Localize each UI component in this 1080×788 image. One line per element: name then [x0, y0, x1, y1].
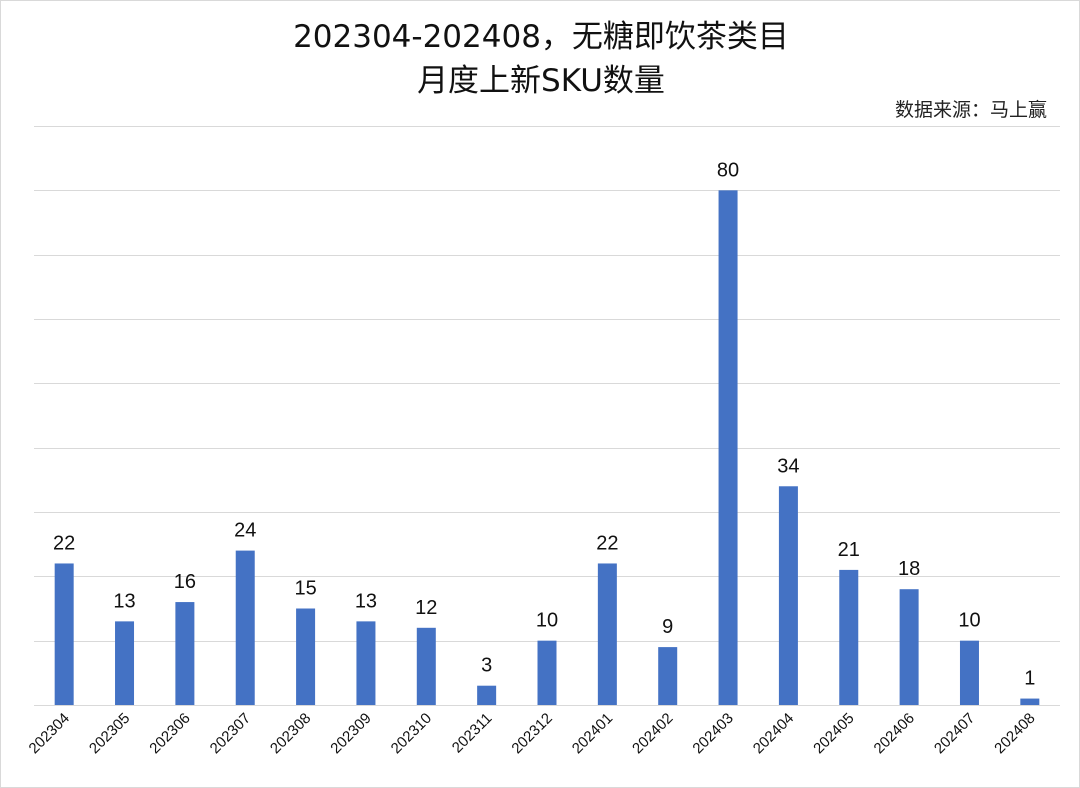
- data-label: 22: [596, 532, 618, 554]
- chart-title-line2: 月度上新SKU数量: [417, 63, 665, 99]
- bar: [597, 563, 617, 705]
- bar: [658, 647, 678, 705]
- data-label: 24: [234, 520, 256, 542]
- data-label: 3: [481, 655, 492, 677]
- bar: [899, 589, 919, 705]
- bar: [959, 640, 979, 705]
- data-source-note: 数据来源：马上赢: [894, 99, 1047, 121]
- data-label: 34: [777, 455, 799, 477]
- x-tick-label: 202408: [991, 710, 1038, 757]
- x-tick-label: 202304: [26, 710, 73, 757]
- chart-title-line1: 202304-202408，无糖即饮茶类目: [293, 19, 789, 55]
- bar: [416, 627, 436, 705]
- data-label: 9: [662, 616, 673, 638]
- data-label: 80: [717, 159, 739, 181]
- x-tick-label: 202401: [569, 710, 616, 757]
- data-label: 16: [174, 571, 196, 593]
- x-tick-label: 202312: [508, 710, 555, 757]
- x-tick-label: 202404: [750, 710, 797, 757]
- x-tick-label: 202305: [86, 710, 133, 757]
- data-label: 21: [838, 539, 860, 561]
- data-label: 1: [1024, 668, 1035, 690]
- x-tick-label: 202308: [267, 710, 314, 757]
- bar: [778, 486, 798, 705]
- data-label: 13: [355, 590, 377, 612]
- bar: [537, 640, 557, 705]
- data-label: 10: [958, 610, 980, 632]
- bar: [235, 550, 255, 705]
- bar: [1020, 698, 1040, 705]
- bar: [718, 190, 738, 706]
- chart-title: 202304-202408，无糖即饮茶类目 月度上新SKU数量: [1, 15, 1079, 103]
- data-label: 10: [536, 610, 558, 632]
- x-tick-label: 202402: [629, 710, 676, 757]
- bar: [115, 621, 135, 705]
- bar: [839, 569, 859, 705]
- bar: [54, 563, 74, 705]
- data-label: 22: [53, 532, 75, 554]
- x-tick-label: 202306: [146, 710, 193, 757]
- x-tick-label: 202310: [388, 710, 435, 757]
- bar: [356, 621, 376, 705]
- data-label: 13: [113, 590, 135, 612]
- x-tick-label: 202405: [810, 710, 857, 757]
- data-label: 12: [415, 597, 437, 619]
- data-label: 15: [294, 578, 316, 600]
- x-tick-label: 202406: [871, 710, 918, 757]
- bar: [477, 685, 497, 705]
- x-tick-label: 202307: [207, 710, 254, 757]
- x-tick-label: 202311: [449, 710, 496, 757]
- x-tick-label: 202407: [931, 710, 978, 757]
- bar: [175, 602, 195, 705]
- bar: [296, 608, 316, 705]
- data-label: 18: [898, 558, 920, 580]
- x-tick-label: 202309: [327, 710, 374, 757]
- x-tick-label: 202403: [689, 710, 736, 757]
